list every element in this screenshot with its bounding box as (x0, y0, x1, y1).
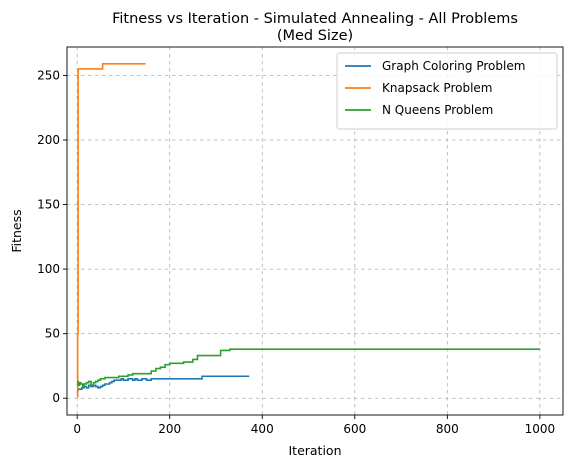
plot-frame (66, 46, 564, 416)
legend-label-knapsack-problem: Knapsack Problem (382, 81, 492, 95)
y-tick-label: 100 (37, 262, 60, 276)
x-axis-label: Iteration (288, 443, 341, 458)
series-line-knapsack-problem (76, 62, 146, 398)
series-lines (76, 62, 540, 398)
x-tick-label: 600 (343, 422, 366, 436)
y-tick-label: 250 (37, 68, 60, 82)
x-tick-label: 0 (73, 422, 81, 436)
y-tick-label: 150 (37, 198, 60, 212)
series-line-graph-coloring-problem (77, 375, 250, 392)
x-tick-label: 200 (158, 422, 181, 436)
legend: Graph Coloring Problem Knapsack Problem N … (336, 52, 558, 130)
legend-label-graph-coloring-problem: Graph Coloring Problem (382, 59, 525, 73)
chart-title: Fitness vs Iteration - Simulated Anneali… (112, 11, 518, 27)
axis-ticks: 0 200 400 600 800 1000 0 50 100 150 200 250 (37, 68, 555, 436)
series-line-n-queens-problem (77, 348, 540, 388)
x-tick-label: 1000 (525, 422, 556, 436)
x-tick-label: 800 (436, 422, 459, 436)
grid (67, 47, 563, 415)
legend-box (336, 52, 558, 130)
y-tick-label: 0 (52, 391, 60, 405)
legend-label-n-queens-problem: N Queens Problem (382, 103, 493, 117)
x-tick-label: 400 (251, 422, 274, 436)
y-tick-label: 200 (37, 133, 60, 147)
y-tick-label: 50 (45, 327, 60, 341)
y-axis-label: Fitness (9, 209, 24, 252)
chart-subtitle: (Med Size) (277, 28, 353, 44)
